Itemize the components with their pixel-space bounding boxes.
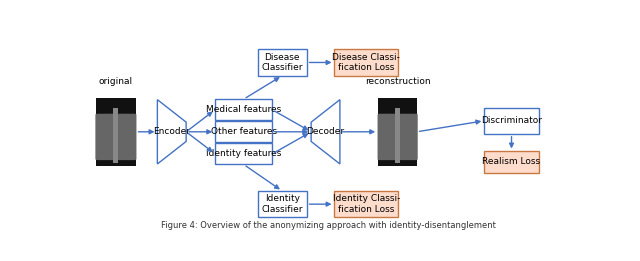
FancyBboxPatch shape	[95, 114, 115, 160]
Text: Encoder: Encoder	[153, 127, 190, 136]
FancyBboxPatch shape	[215, 143, 272, 164]
Text: Identity Classi-
fication Loss: Identity Classi- fication Loss	[333, 194, 400, 214]
Text: Other features: Other features	[211, 127, 276, 136]
FancyBboxPatch shape	[378, 98, 417, 166]
Text: Disease
Classifier: Disease Classifier	[262, 53, 303, 72]
Text: original: original	[99, 76, 132, 86]
FancyBboxPatch shape	[258, 49, 307, 75]
FancyBboxPatch shape	[399, 114, 418, 160]
Text: Decoder: Decoder	[307, 127, 344, 136]
FancyBboxPatch shape	[258, 191, 307, 217]
FancyBboxPatch shape	[96, 98, 136, 166]
FancyBboxPatch shape	[113, 108, 118, 163]
Text: Identity features: Identity features	[206, 149, 282, 158]
Text: Medical features: Medical features	[206, 105, 282, 114]
Text: Identity
Classifier: Identity Classifier	[262, 194, 303, 214]
Polygon shape	[311, 100, 340, 164]
FancyBboxPatch shape	[335, 49, 398, 75]
Text: reconstruction: reconstruction	[365, 76, 430, 86]
Text: Disease Classi-
fication Loss: Disease Classi- fication Loss	[332, 53, 400, 72]
FancyBboxPatch shape	[117, 114, 136, 160]
FancyBboxPatch shape	[215, 99, 272, 120]
FancyBboxPatch shape	[395, 108, 400, 163]
FancyBboxPatch shape	[215, 121, 272, 142]
FancyBboxPatch shape	[378, 114, 397, 160]
FancyBboxPatch shape	[484, 108, 539, 134]
Polygon shape	[157, 100, 186, 164]
Text: Realism Loss: Realism Loss	[483, 157, 541, 167]
FancyBboxPatch shape	[484, 151, 539, 173]
FancyBboxPatch shape	[335, 191, 398, 217]
Text: Figure 4: Overview of the anonymizing approach with identity-disentanglement: Figure 4: Overview of the anonymizing ap…	[161, 221, 495, 230]
Text: Discriminator: Discriminator	[481, 116, 542, 125]
